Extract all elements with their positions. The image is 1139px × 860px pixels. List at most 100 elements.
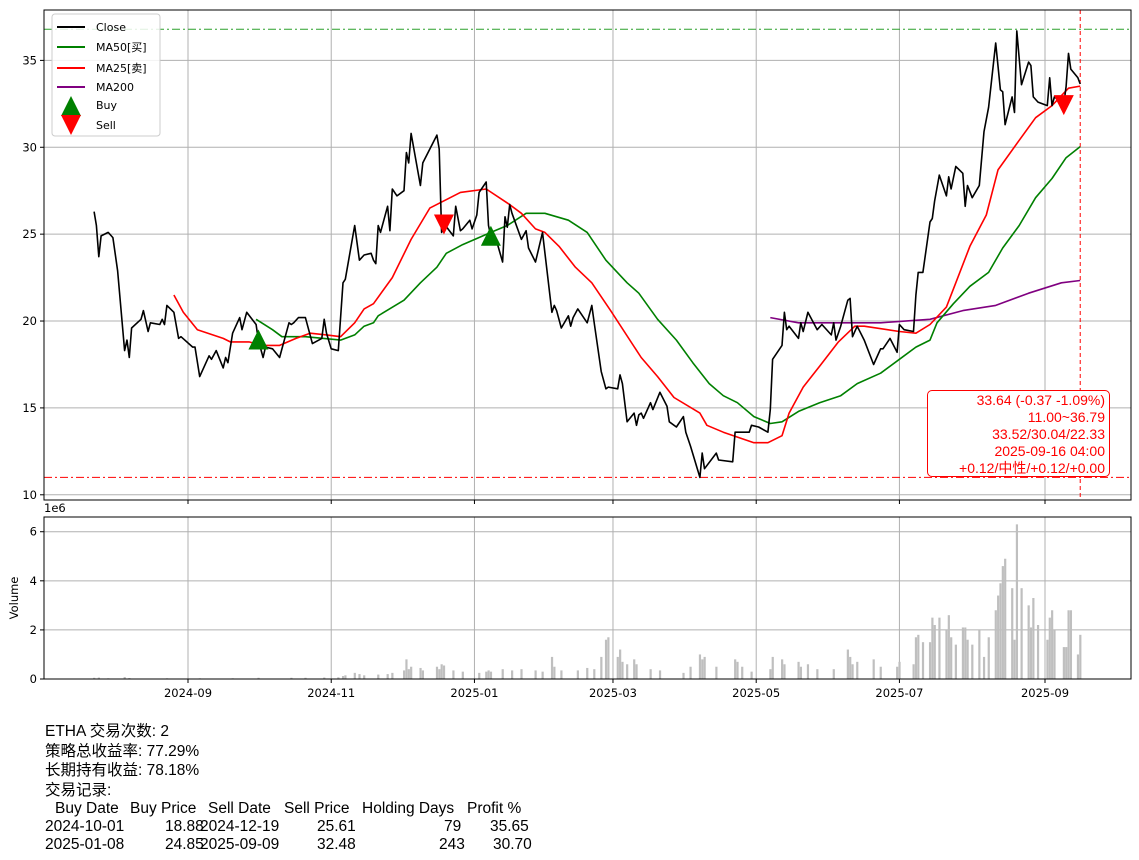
y-tick-label: 30	[22, 140, 37, 154]
volume-bar	[806, 664, 810, 679]
volume-bar	[344, 675, 347, 679]
volume-axis-label: Volume	[7, 577, 21, 620]
volume-bar	[797, 661, 800, 679]
volume-bar	[933, 625, 936, 679]
volume-bar	[290, 677, 293, 679]
volume-bar	[501, 669, 504, 679]
cell-buy-date: 2025-01-08	[45, 836, 125, 853]
volume-bar	[1027, 605, 1030, 679]
trade-count: ETHA 交易次数: 2	[45, 723, 170, 740]
volume-bar	[715, 666, 718, 679]
volume-y-tick-label: 0	[30, 672, 37, 686]
hold-return: 长期持有收益: 78.18%	[45, 762, 200, 779]
volume-bar	[816, 669, 819, 679]
volume-bar	[1036, 625, 1040, 679]
volume-bar	[703, 656, 706, 679]
volume-bar	[783, 664, 786, 679]
volume-bar	[781, 659, 784, 679]
records-title: 交易记录:	[45, 781, 112, 799]
volume-bar	[961, 627, 965, 679]
volume-bar	[912, 664, 915, 679]
cell-holding-days: 243	[439, 836, 465, 853]
trade-markers	[248, 95, 1074, 350]
volume-bar	[1051, 610, 1054, 679]
legend-buy-triangle-icon	[61, 96, 81, 116]
buy-marker	[248, 329, 269, 350]
volume-bar	[1076, 654, 1080, 679]
volume-bar	[1004, 558, 1007, 679]
legend-sell-triangle-icon	[61, 115, 81, 135]
header-buy-date: Buy Date	[55, 800, 119, 817]
volume-bar	[337, 677, 340, 679]
volume-bar	[1067, 610, 1070, 679]
volume-bar	[896, 666, 899, 679]
volume-bar	[1079, 634, 1082, 679]
volume-bar	[435, 666, 439, 679]
volume-bar	[410, 666, 413, 679]
volume-bar	[832, 669, 835, 679]
volume-bar	[1053, 629, 1056, 679]
volume-bar	[358, 674, 361, 679]
volume-bar	[658, 670, 662, 679]
header-buy-price: Buy Price	[130, 800, 197, 817]
volume-bar	[999, 583, 1002, 679]
trade-table-header: Buy Date Buy Price Sell Date Sell Price …	[45, 800, 521, 818]
volume-bar	[616, 656, 619, 679]
volume-bar	[701, 659, 704, 679]
x-tick-label: 2025-07	[875, 686, 923, 700]
x-tick-label: 2025-01	[450, 686, 498, 700]
volume-bar	[553, 666, 556, 679]
volume-bar	[626, 664, 629, 679]
volume-bar	[856, 661, 859, 679]
price-axes-frame	[43, 9, 1132, 501]
cell-buy-price: 24.85	[165, 836, 204, 853]
volume-bar	[1011, 588, 1014, 679]
volume-bar	[440, 664, 443, 679]
y-tick-label: 25	[22, 227, 37, 241]
volume-axes-frame	[43, 516, 1132, 680]
volume-bar	[541, 671, 544, 679]
volume-bar	[947, 615, 950, 679]
volume-bar	[323, 677, 326, 679]
volume-bar	[950, 637, 953, 679]
volume-bar	[377, 674, 380, 679]
volume-bar	[682, 672, 685, 679]
cell-sell-price: 32.48	[317, 836, 356, 853]
x-tick-label: 2024-11	[307, 686, 355, 700]
volume-y-tick-label: 2	[30, 623, 37, 637]
volume-bar	[511, 670, 514, 679]
volume-bar	[849, 656, 852, 679]
close-line	[93, 30, 1081, 479]
header-sell-price: Sell Price	[284, 800, 350, 817]
volume-bar	[741, 666, 744, 679]
volume-bar	[736, 661, 739, 679]
cell-buy-date: 2024-10-01	[45, 818, 125, 835]
sell-marker	[433, 214, 454, 235]
volume-bar	[994, 610, 997, 679]
info-range: 11.00~36.79	[1027, 409, 1105, 425]
info-timestamp: 2025-09-16 04:00	[994, 443, 1105, 459]
volume-bar	[898, 661, 901, 679]
volume-bar	[560, 670, 563, 679]
info-signal: +0.12/中性/+0.12/+0.00	[959, 460, 1105, 476]
volume-bar	[363, 675, 366, 679]
cell-sell-price: 25.61	[317, 818, 356, 835]
x-tick-label: 2025-09	[1021, 686, 1069, 700]
x-tick-label: 2024-09	[164, 686, 212, 700]
volume-bar	[846, 649, 849, 679]
cell-profit: 35.65	[490, 818, 529, 835]
strategy-return: 策略总收益率: 77.29%	[45, 742, 200, 760]
volume-bar	[1048, 617, 1051, 679]
table-row: 2024-10-01 18.88 2024-12-19 25.61 79 35.…	[45, 818, 529, 836]
ma50-line	[255, 145, 1081, 425]
volume-bar	[931, 617, 934, 679]
volume-bar	[945, 629, 948, 679]
legend-ma25: MA25[卖]	[96, 62, 147, 75]
volume-bar	[982, 656, 986, 679]
volume-bar	[604, 639, 608, 679]
volume-bar	[914, 637, 918, 679]
volume-bar	[921, 642, 925, 679]
volume-bar	[621, 661, 624, 679]
volume-bar	[485, 671, 488, 679]
volume-bar	[550, 656, 554, 679]
